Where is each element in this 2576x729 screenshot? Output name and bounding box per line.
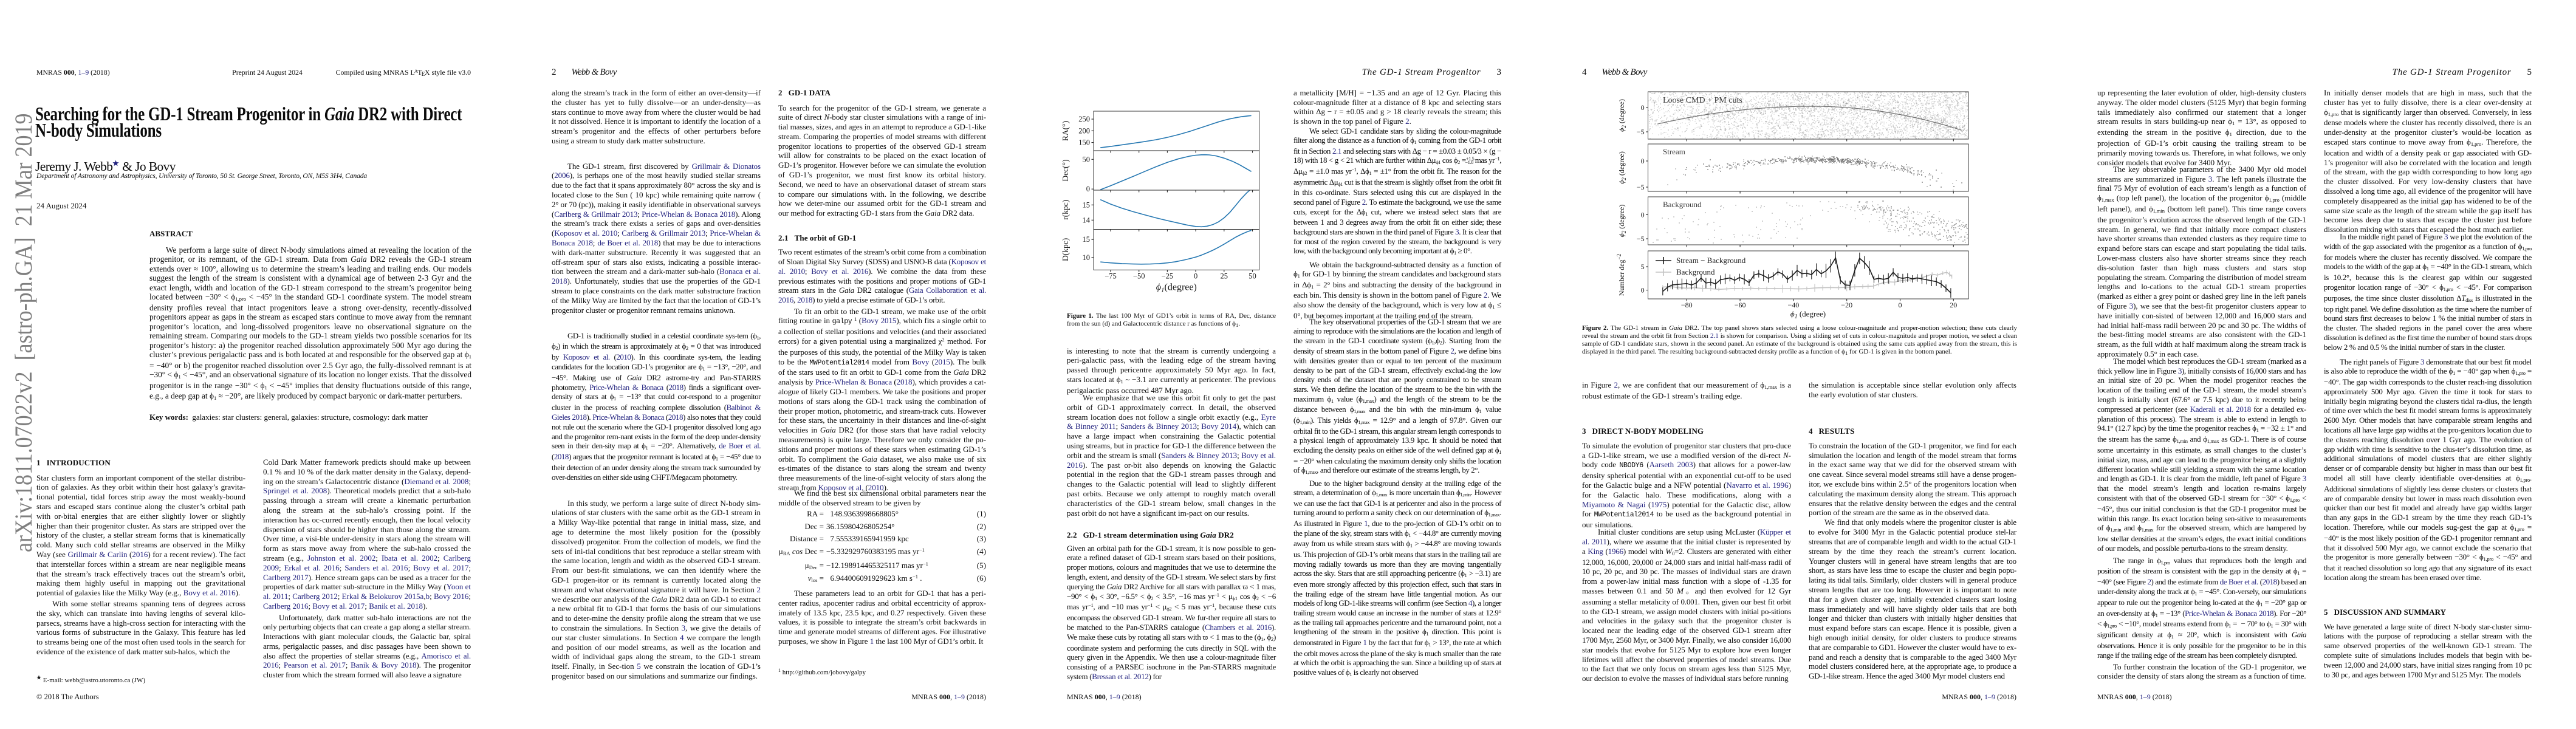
svg-text:−80: −80 [1681,301,1693,309]
svg-text:0: 0 [1086,185,1090,193]
svg-text:5: 5 [1641,262,1645,271]
svg-text:50: 50 [1083,155,1091,163]
svg-text:−25: −25 [1162,272,1174,280]
svg-text:0: 0 [1641,157,1645,165]
svg-text:ϕ1 (degree): ϕ1 (degree) [1790,309,1826,320]
svg-text:20: 20 [1950,301,1957,309]
svg-text:r(kpc): r(kpc) [1061,200,1070,220]
svg-text:0: 0 [1641,286,1645,295]
svg-text:−5: −5 [1637,234,1645,243]
svg-text:Loose CMD + PM cuts: Loose CMD + PM cuts [1663,96,1742,105]
svg-text:50: 50 [1249,272,1256,280]
svg-text:15: 15 [1083,235,1091,244]
svg-text:150: 150 [1078,139,1090,147]
svg-text:0: 0 [1194,272,1197,280]
svg-text:Number deg−2: Number deg−2 [1616,254,1626,296]
svg-text:−5: −5 [1637,183,1645,191]
svg-text:RA(°): RA(°) [1061,121,1070,141]
svg-text:0: 0 [1641,103,1645,112]
svg-text:ϕ1(degree): ϕ1(degree) [1156,282,1197,293]
svg-text:D(kpc): D(kpc) [1061,238,1070,261]
svg-text:10: 10 [1083,253,1091,262]
svg-text:25: 25 [1221,272,1228,280]
svg-text:ϕ2 (degree): ϕ2 (degree) [1617,151,1627,184]
svg-text:0: 0 [1899,301,1902,309]
svg-text:15: 15 [1083,200,1091,209]
svg-text:14: 14 [1083,216,1091,224]
svg-text:ϕ2 (degree): ϕ2 (degree) [1617,205,1627,238]
svg-text:−20: −20 [1841,301,1852,309]
svg-text:−50: −50 [1133,272,1145,280]
svg-text:Dec(°): Dec(°) [1061,159,1070,181]
svg-text:0: 0 [1641,211,1645,219]
svg-text:Stream − Background: Stream − Background [1676,256,1746,265]
svg-text:−60: −60 [1735,301,1746,309]
svg-text:Background: Background [1676,267,1715,276]
svg-text:−5: −5 [1637,128,1645,136]
svg-text:Stream: Stream [1663,147,1685,156]
svg-text:Background: Background [1663,200,1702,209]
svg-text:−40: −40 [1788,301,1800,309]
svg-text:ϕ2 (degree): ϕ2 (degree) [1617,99,1627,132]
svg-text:200: 200 [1078,126,1090,135]
svg-text:250: 250 [1078,115,1090,123]
svg-text:−75: −75 [1105,272,1117,280]
